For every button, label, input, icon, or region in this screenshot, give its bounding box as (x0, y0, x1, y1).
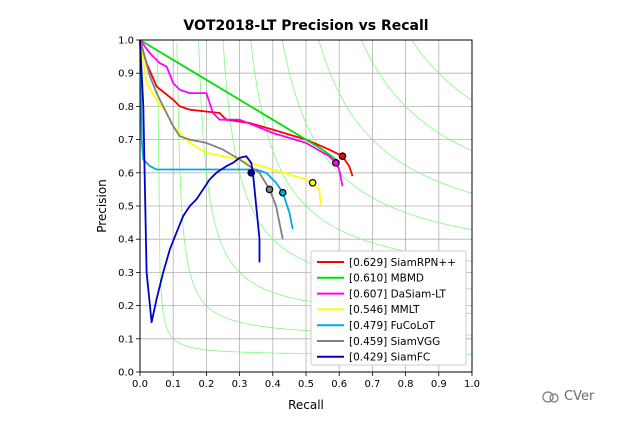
chart-title: VOT2018-LT Precision vs Recall (183, 18, 428, 34)
watermark: CVer (542, 389, 594, 404)
y-tick-label: 0.0 (118, 368, 134, 379)
y-tick-label: 0.5 (118, 202, 134, 213)
series-marker (247, 169, 256, 177)
cver-logo-icon (542, 390, 559, 403)
x-tick-label: 0.4 (265, 379, 281, 390)
y-tick-label: 1.0 (118, 36, 134, 47)
x-tick-label: 0.5 (298, 379, 314, 390)
x-tick-label: 0.6 (331, 379, 347, 390)
iso-f-curve (411, 39, 473, 101)
y-tick-label: 0.2 (118, 301, 134, 312)
y-axis-label: Precision (95, 179, 109, 233)
y-ticks: 0.0 0.1 0.2 0.3 0.4 0.5 0.6 0.7 0.8 0.9 1.0 (118, 36, 140, 379)
x-tick-label: 1.0 (464, 379, 480, 390)
y-tick-label: 0.6 (118, 168, 134, 179)
legend-entry: [0.546] MMLT (349, 304, 420, 316)
legend-entry: [0.429] SiamFC (349, 352, 430, 364)
series-marker (338, 152, 347, 161)
y-tick-label: 0.1 (118, 334, 134, 345)
legend-entry: [0.459] SiamVGG (349, 336, 440, 348)
y-tick-label: 0.8 (118, 102, 134, 113)
x-tick-label: 0.2 (198, 379, 214, 390)
y-tick-label: 0.9 (118, 69, 134, 80)
x-ticks: 0.0 0.1 0.2 0.3 0.4 0.5 0.6 0.7 0.8 0.9 1.0 (132, 372, 480, 390)
iso-f-curve (318, 39, 473, 194)
x-tick-label: 0.8 (398, 379, 414, 390)
series-line (139, 39, 344, 187)
series-line (139, 39, 284, 240)
legend-entry: [0.479] FuCoLoT (349, 320, 436, 332)
iso-f-curve (281, 40, 473, 231)
iso-f-curve (361, 39, 473, 152)
series-marker (332, 159, 340, 167)
y-tick-label: 0.4 (118, 235, 134, 246)
series-marker (265, 185, 274, 194)
x-tick-label: 0.7 (364, 379, 380, 390)
legend: [0.629] SiamRPN++ [0.610] MBMD [0.607] DaS… (310, 250, 467, 366)
x-tick-label: 0.3 (232, 379, 248, 390)
x-axis-label: Recall (288, 398, 324, 412)
x-tick-label: 0.1 (165, 379, 181, 390)
legend-entry: [0.610] MBMD (349, 273, 424, 285)
series-line (139, 39, 261, 324)
legend-entry: [0.607] DaSiam-LT (349, 288, 447, 300)
series-markers (247, 152, 347, 197)
y-tick-label: 0.3 (118, 268, 134, 279)
x-tick-label: 0.9 (431, 379, 447, 390)
series-marker (278, 188, 287, 197)
legend-box (310, 250, 467, 366)
series-marker (308, 178, 317, 187)
y-tick-label: 0.7 (118, 135, 134, 146)
watermark-text: CVer (564, 389, 595, 404)
legend-entry: [0.629] SiamRPN++ (349, 257, 456, 269)
x-tick-label: 0.0 (132, 379, 148, 390)
